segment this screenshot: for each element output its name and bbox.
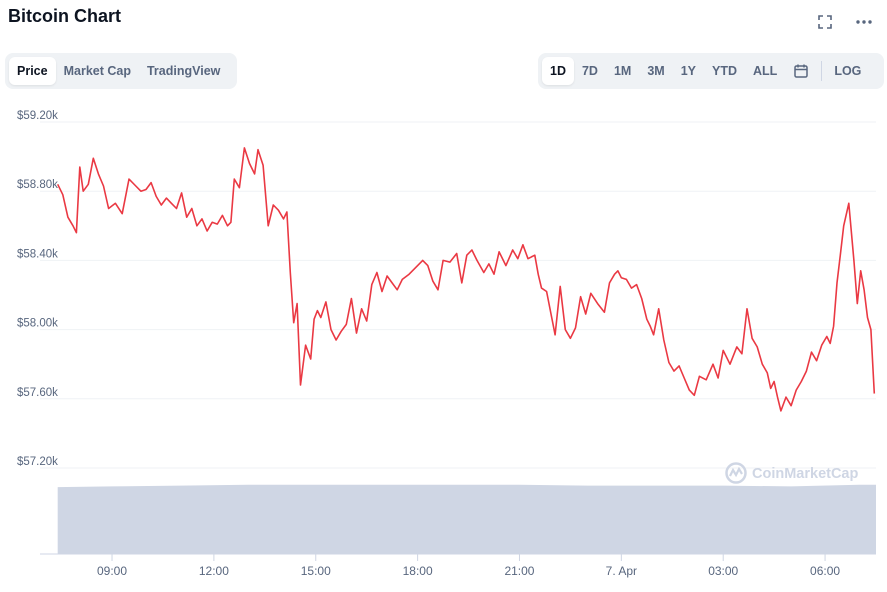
watermark: CoinMarketCap	[725, 462, 858, 484]
range-3m[interactable]: 3M	[647, 64, 665, 78]
fullscreen-glyph	[818, 15, 832, 29]
range-ytd[interactable]: YTD	[712, 64, 738, 78]
range-7d[interactable]: 7D	[581, 64, 598, 78]
watermark-logo-icon	[729, 466, 743, 478]
tab-price[interactable]: Price	[9, 57, 56, 85]
view-tab-group: Price Market Cap TradingView	[5, 53, 237, 89]
y-axis-labels: $57.20k $57.60k $58.00k $58.40k $58.80k $59.2…	[17, 110, 58, 468]
price-line	[56, 147, 876, 412]
x-tick-label: 12:00	[199, 564, 229, 578]
x-tick-label: 03:00	[708, 564, 738, 578]
x-tick-label: 15:00	[301, 564, 331, 578]
tab-market-cap[interactable]: Market Cap	[63, 64, 131, 78]
chart-title: Bitcoin Chart	[8, 6, 122, 26]
volume-area	[57, 484, 876, 554]
y-tick-label: $57.60k	[17, 387, 58, 399]
grid-lines	[40, 121, 876, 469]
x-tick-label: 18:00	[403, 564, 433, 578]
more-icon[interactable]	[852, 10, 876, 34]
y-tick-label: $58.80k	[17, 179, 58, 191]
calendar-glyph	[794, 64, 809, 78]
range-1m[interactable]: 1M	[613, 64, 632, 78]
tab-tradingview[interactable]: TradingView	[146, 64, 221, 78]
range-1d[interactable]: 1D	[542, 57, 574, 85]
y-tick-label: $58.40k	[17, 248, 58, 260]
calendar-icon[interactable]	[785, 57, 817, 85]
y-tick-label: $59.20k	[17, 110, 58, 122]
more-glyph	[856, 20, 872, 24]
y-tick-label: $57.20k	[17, 456, 58, 468]
x-axis-ticks: 09:00 12:00 15:00 18:00 21:00 7. Apr 03:00 06:0…	[97, 554, 840, 578]
range-1y[interactable]: 1Y	[680, 64, 697, 78]
fullscreen-icon[interactable]	[813, 10, 837, 34]
x-tick-label: 06:00	[810, 564, 840, 578]
toolbar-divider	[821, 61, 823, 81]
x-tick-label: 21:00	[504, 564, 534, 578]
x-tick-label: 7. Apr	[606, 564, 637, 578]
x-tick-label: 09:00	[97, 564, 127, 578]
watermark-text: CoinMarketCap	[752, 466, 858, 482]
y-tick-label: $58.00k	[17, 318, 58, 330]
range-all[interactable]: ALL	[753, 64, 778, 78]
log-toggle[interactable]: LOG	[834, 64, 862, 78]
range-tab-group: 1D 7D 1M 3M 1Y YTD ALL LOG	[538, 53, 884, 89]
